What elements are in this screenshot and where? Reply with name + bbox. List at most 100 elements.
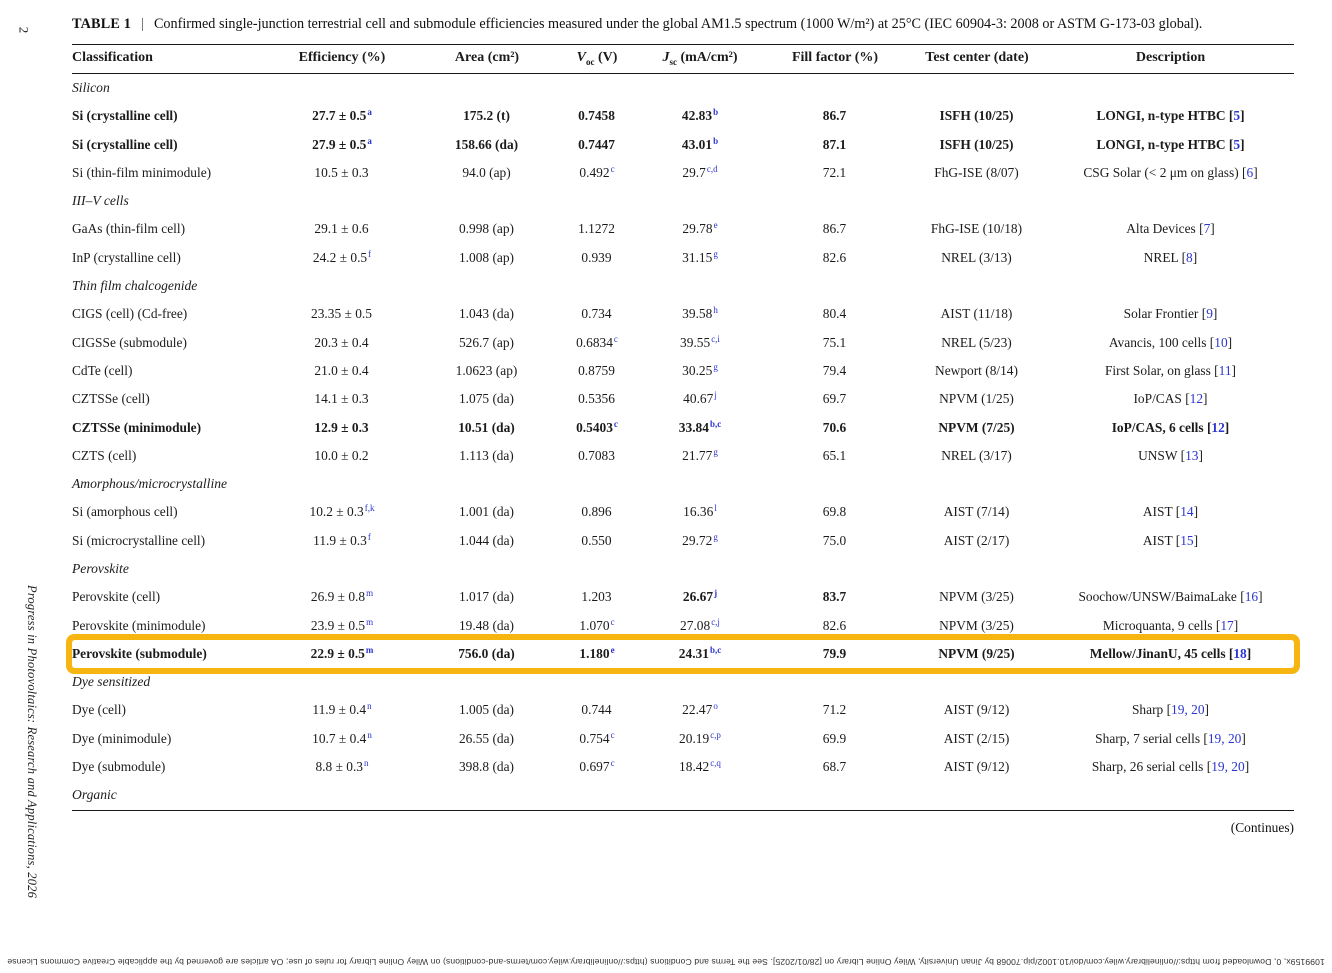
footnote-link[interactable]: o: [713, 701, 718, 712]
footnote-link[interactable]: e: [610, 644, 615, 655]
header-efficiency: Efficiency (%): [298, 50, 386, 66]
citation-link[interactable]: 18: [1233, 645, 1247, 661]
cell-jsc: 24.31b,c: [678, 644, 722, 661]
citation-link[interactable]: 15: [1180, 532, 1194, 548]
download-license-footer: 1099159x, 0, Downloaded from https://onl…: [7, 957, 1325, 967]
footnote-link[interactable]: c: [610, 163, 615, 174]
citation-link[interactable]: 14: [1180, 504, 1194, 520]
footnote-link[interactable]: c: [610, 616, 615, 627]
footnote-link[interactable]: m: [365, 644, 374, 655]
cell-classification: CIGSSe (submodule): [72, 334, 187, 350]
citation-link[interactable]: 13: [1185, 447, 1199, 463]
header-voc: Voc (V): [557, 50, 637, 67]
cell-area: 1.008 (ap): [458, 249, 515, 265]
cell-jsc: 40.67j: [683, 390, 717, 407]
footnote-link[interactable]: f: [367, 531, 371, 542]
cell-description: Alta Devices [7]: [1126, 221, 1215, 237]
citation-link[interactable]: 5: [1233, 108, 1241, 124]
citation-link[interactable]: 12: [1189, 391, 1204, 407]
table-header: Classification Efficiency (%) Area (cm²)…: [72, 44, 1294, 74]
citation-link[interactable]: 19, 20: [1211, 759, 1245, 775]
footnote-link[interactable]: c,j: [711, 616, 720, 627]
citation-link[interactable]: 8: [1186, 249, 1193, 265]
cell-fill-factor: 71.2: [822, 702, 847, 718]
citation-link[interactable]: 16: [1244, 589, 1259, 605]
citation-link[interactable]: 5: [1233, 136, 1241, 152]
cell-voc: 0.6834c: [576, 333, 618, 350]
cell-classification: Si (crystalline cell): [72, 136, 178, 152]
footnote-link[interactable]: m: [366, 588, 374, 599]
footnote-link[interactable]: e: [713, 220, 718, 231]
citation-link[interactable]: 19, 20: [1171, 702, 1205, 718]
cell-area: 10.51 (da): [458, 419, 515, 435]
cell-description: Avancis, 100 cells [10]: [1108, 334, 1233, 350]
footnote-link[interactable]: g: [713, 446, 718, 457]
cell-efficiency: 29.1 ± 0.6: [314, 221, 369, 237]
footnote-link[interactable]: n: [367, 701, 372, 712]
footnote-link[interactable]: c,p: [710, 729, 721, 740]
citation-link[interactable]: 11: [1218, 362, 1232, 378]
footnote-link[interactable]: g: [713, 248, 718, 259]
cell-jsc: 39.55c,i: [680, 333, 720, 350]
footnote-link[interactable]: m: [366, 616, 374, 627]
header-area: Area (cm²): [454, 50, 520, 66]
footnote-link[interactable]: g: [713, 531, 718, 542]
footnote-link[interactable]: l: [714, 503, 717, 514]
footnote-link[interactable]: c: [613, 418, 618, 429]
cell-test-center: AIST (7/14): [943, 504, 1010, 520]
footnote-link[interactable]: c,q: [710, 758, 721, 769]
cell-jsc: 30.25g: [682, 361, 718, 378]
section-header-row: Silicon: [72, 74, 1294, 102]
cell-voc: 1.070c: [579, 616, 615, 633]
cell-test-center: NPVM (1/25): [939, 391, 1014, 407]
cell-jsc: 39.58h: [682, 305, 718, 322]
footnote-link[interactable]: j: [714, 588, 718, 599]
footnote-link[interactable]: j: [714, 390, 717, 401]
cell-jsc: 43.01b: [681, 135, 719, 152]
footnote-link[interactable]: c: [610, 729, 615, 740]
cell-description: IoP/CAS [12]: [1133, 391, 1208, 407]
cell-description: Sharp, 7 serial cells [19, 20]: [1095, 730, 1246, 746]
footnote-link[interactable]: a: [367, 135, 372, 146]
footnote-link[interactable]: h: [713, 305, 718, 316]
cell-fill-factor: 65.1: [822, 447, 847, 463]
cell-efficiency: 10.2 ± 0.3f,k: [309, 503, 375, 520]
footnote-link[interactable]: b,c: [709, 644, 722, 655]
cell-classification: Si (amorphous cell): [72, 504, 178, 520]
citation-link[interactable]: 19, 20: [1207, 730, 1242, 746]
footnote-link[interactable]: n: [364, 758, 369, 769]
citation-link[interactable]: 7: [1203, 221, 1211, 237]
cell-voc: 0.492c: [579, 163, 615, 180]
footnote-link[interactable]: b: [713, 135, 719, 146]
footnote-link[interactable]: g: [713, 361, 718, 372]
footnote-link[interactable]: a: [367, 107, 372, 118]
footnote-link[interactable]: n: [367, 729, 372, 740]
cell-jsc: 21.77g: [682, 446, 718, 463]
cell-description: CSG Solar (< 2 μm on glass) [6]: [1083, 164, 1258, 180]
footnote-link[interactable]: c: [613, 333, 618, 344]
header-test-center: Test center (date): [925, 50, 1029, 66]
cell-test-center: AIST (2/17): [943, 532, 1010, 548]
footnote-link[interactable]: c,d: [706, 163, 718, 174]
citation-link[interactable]: 6: [1246, 164, 1254, 180]
cell-efficiency: 20.3 ± 0.4: [314, 334, 369, 350]
cell-fill-factor: 80.4: [822, 306, 847, 322]
footnote-link[interactable]: f,k: [364, 503, 375, 514]
citation-link[interactable]: 9: [1206, 306, 1213, 322]
cell-classification: CZTSSe (cell): [72, 391, 150, 407]
footnote-link[interactable]: b,c: [709, 418, 722, 429]
cell-voc: 0.550: [581, 532, 612, 548]
footnote-link[interactable]: c,i: [711, 333, 720, 344]
section-name: Organic: [72, 787, 117, 803]
section-name: Silicon: [72, 79, 110, 95]
footnote-link[interactable]: c: [610, 758, 615, 769]
cell-classification: CdTe (cell): [72, 362, 133, 378]
footnote-link[interactable]: f: [368, 248, 372, 259]
citation-link[interactable]: 10: [1214, 334, 1228, 350]
citation-link[interactable]: 17: [1220, 617, 1234, 633]
footnote-link[interactable]: b: [713, 107, 719, 118]
table-row: Si (crystalline cell) 27.7 ± 0.5a 175.2 …: [72, 102, 1294, 130]
continues-note: (Continues): [1230, 819, 1294, 835]
table-row: CZTSSe (minimodule) 12.9 ± 0.3 10.51 (da…: [72, 413, 1294, 441]
citation-link[interactable]: 12: [1211, 419, 1225, 435]
